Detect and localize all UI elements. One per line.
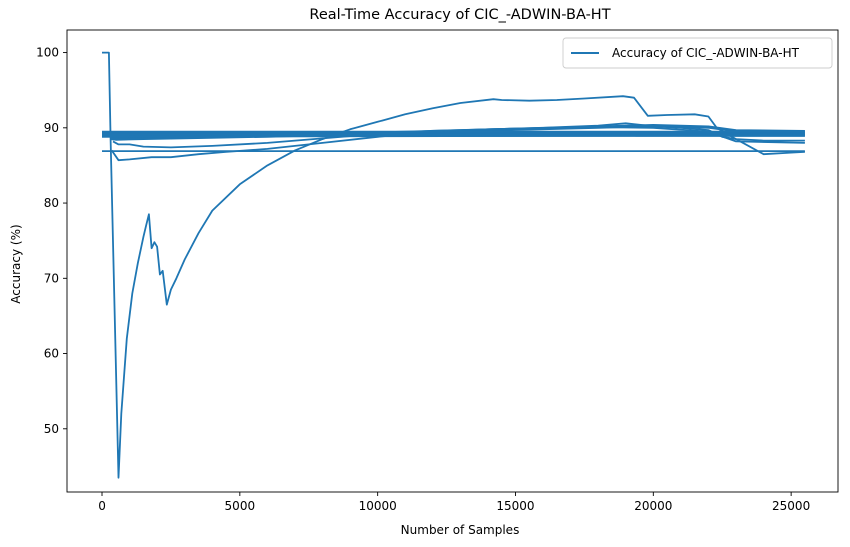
- plot-frame: [66, 29, 839, 493]
- series-line-segment: [110, 122, 805, 162]
- series-line-segment: [102, 51, 805, 479]
- y-tick-label: 90: [44, 121, 59, 135]
- plot-lines: [101, 51, 805, 479]
- x-tick-label: 15000: [496, 499, 534, 513]
- x-tick-label: 5000: [225, 499, 256, 513]
- chart-title: Real-Time Accuracy of CIC_-ADWIN-BA-HT: [309, 7, 610, 23]
- y-axis-label: Accuracy (%): [9, 224, 23, 303]
- y-tick-label: 60: [44, 347, 59, 361]
- x-axis-ticks: 0 5000 10000 15000 20000 25000: [98, 492, 810, 513]
- legend-label: Accuracy of CIC_-ADWIN-BA-HT: [612, 46, 800, 60]
- series-line-segment: [101, 134, 805, 138]
- x-tick-label: 20000: [634, 499, 672, 513]
- legend-box: [562, 37, 833, 69]
- y-tick-label: 80: [44, 196, 59, 210]
- y-axis-ticks: 50 60 70 80 90 100: [36, 46, 67, 436]
- y-tick-label: 100: [36, 46, 59, 60]
- x-tick-label: 25000: [772, 499, 810, 513]
- x-tick-label: 0: [98, 499, 106, 513]
- x-tick-label: 10000: [359, 499, 397, 513]
- y-tick-label: 50: [44, 422, 59, 436]
- legend: Accuracy of CIC_-ADWIN-BA-HT: [562, 37, 833, 69]
- x-axis-label: Number of Samples: [401, 523, 520, 537]
- y-tick-label: 70: [44, 271, 59, 285]
